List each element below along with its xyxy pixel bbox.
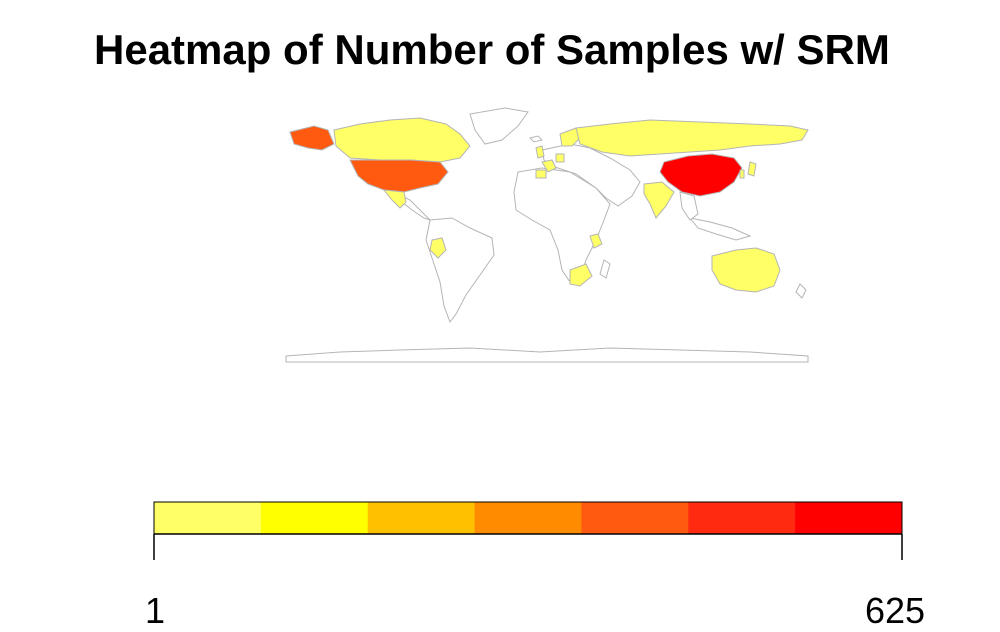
legend-max-label: 625 xyxy=(865,590,926,631)
legend-swatch xyxy=(795,502,903,534)
country-russia xyxy=(575,119,809,157)
indochina xyxy=(679,191,699,221)
country-spain xyxy=(535,169,547,179)
country-canada xyxy=(333,117,471,163)
country-alaska xyxy=(289,125,335,151)
madagascar xyxy=(599,259,611,279)
country-australia xyxy=(711,247,781,293)
color-legend xyxy=(153,501,903,560)
country-germany xyxy=(555,153,565,163)
southeast-asia xyxy=(688,217,752,241)
world-map xyxy=(285,107,809,363)
legend-swatch xyxy=(154,502,262,534)
country-france xyxy=(541,159,557,173)
legend-min-label: 1 xyxy=(145,590,166,631)
country-south-korea xyxy=(739,169,745,179)
legend-swatch xyxy=(474,502,582,534)
legend-swatch xyxy=(367,502,476,534)
country-tanzania xyxy=(589,233,603,249)
new-zealand xyxy=(795,283,807,299)
country-mexico xyxy=(382,189,407,209)
country-south-africa xyxy=(569,263,593,287)
country-united-kingdom xyxy=(535,145,545,159)
country-japan xyxy=(747,161,757,177)
legend-swatch xyxy=(260,502,369,534)
map-title: Heatmap of Number of Samples w/ SRM xyxy=(94,26,890,73)
iceland xyxy=(529,135,543,143)
legend-swatch xyxy=(581,502,689,534)
country-india xyxy=(643,181,675,219)
country-united-states xyxy=(349,159,449,193)
greenland xyxy=(469,107,529,145)
antarctica xyxy=(285,347,809,363)
south-america xyxy=(425,217,495,324)
country-china xyxy=(659,153,743,197)
country-scandinavia xyxy=(559,127,583,147)
country-peru xyxy=(429,237,447,259)
legend-swatch xyxy=(688,502,796,534)
